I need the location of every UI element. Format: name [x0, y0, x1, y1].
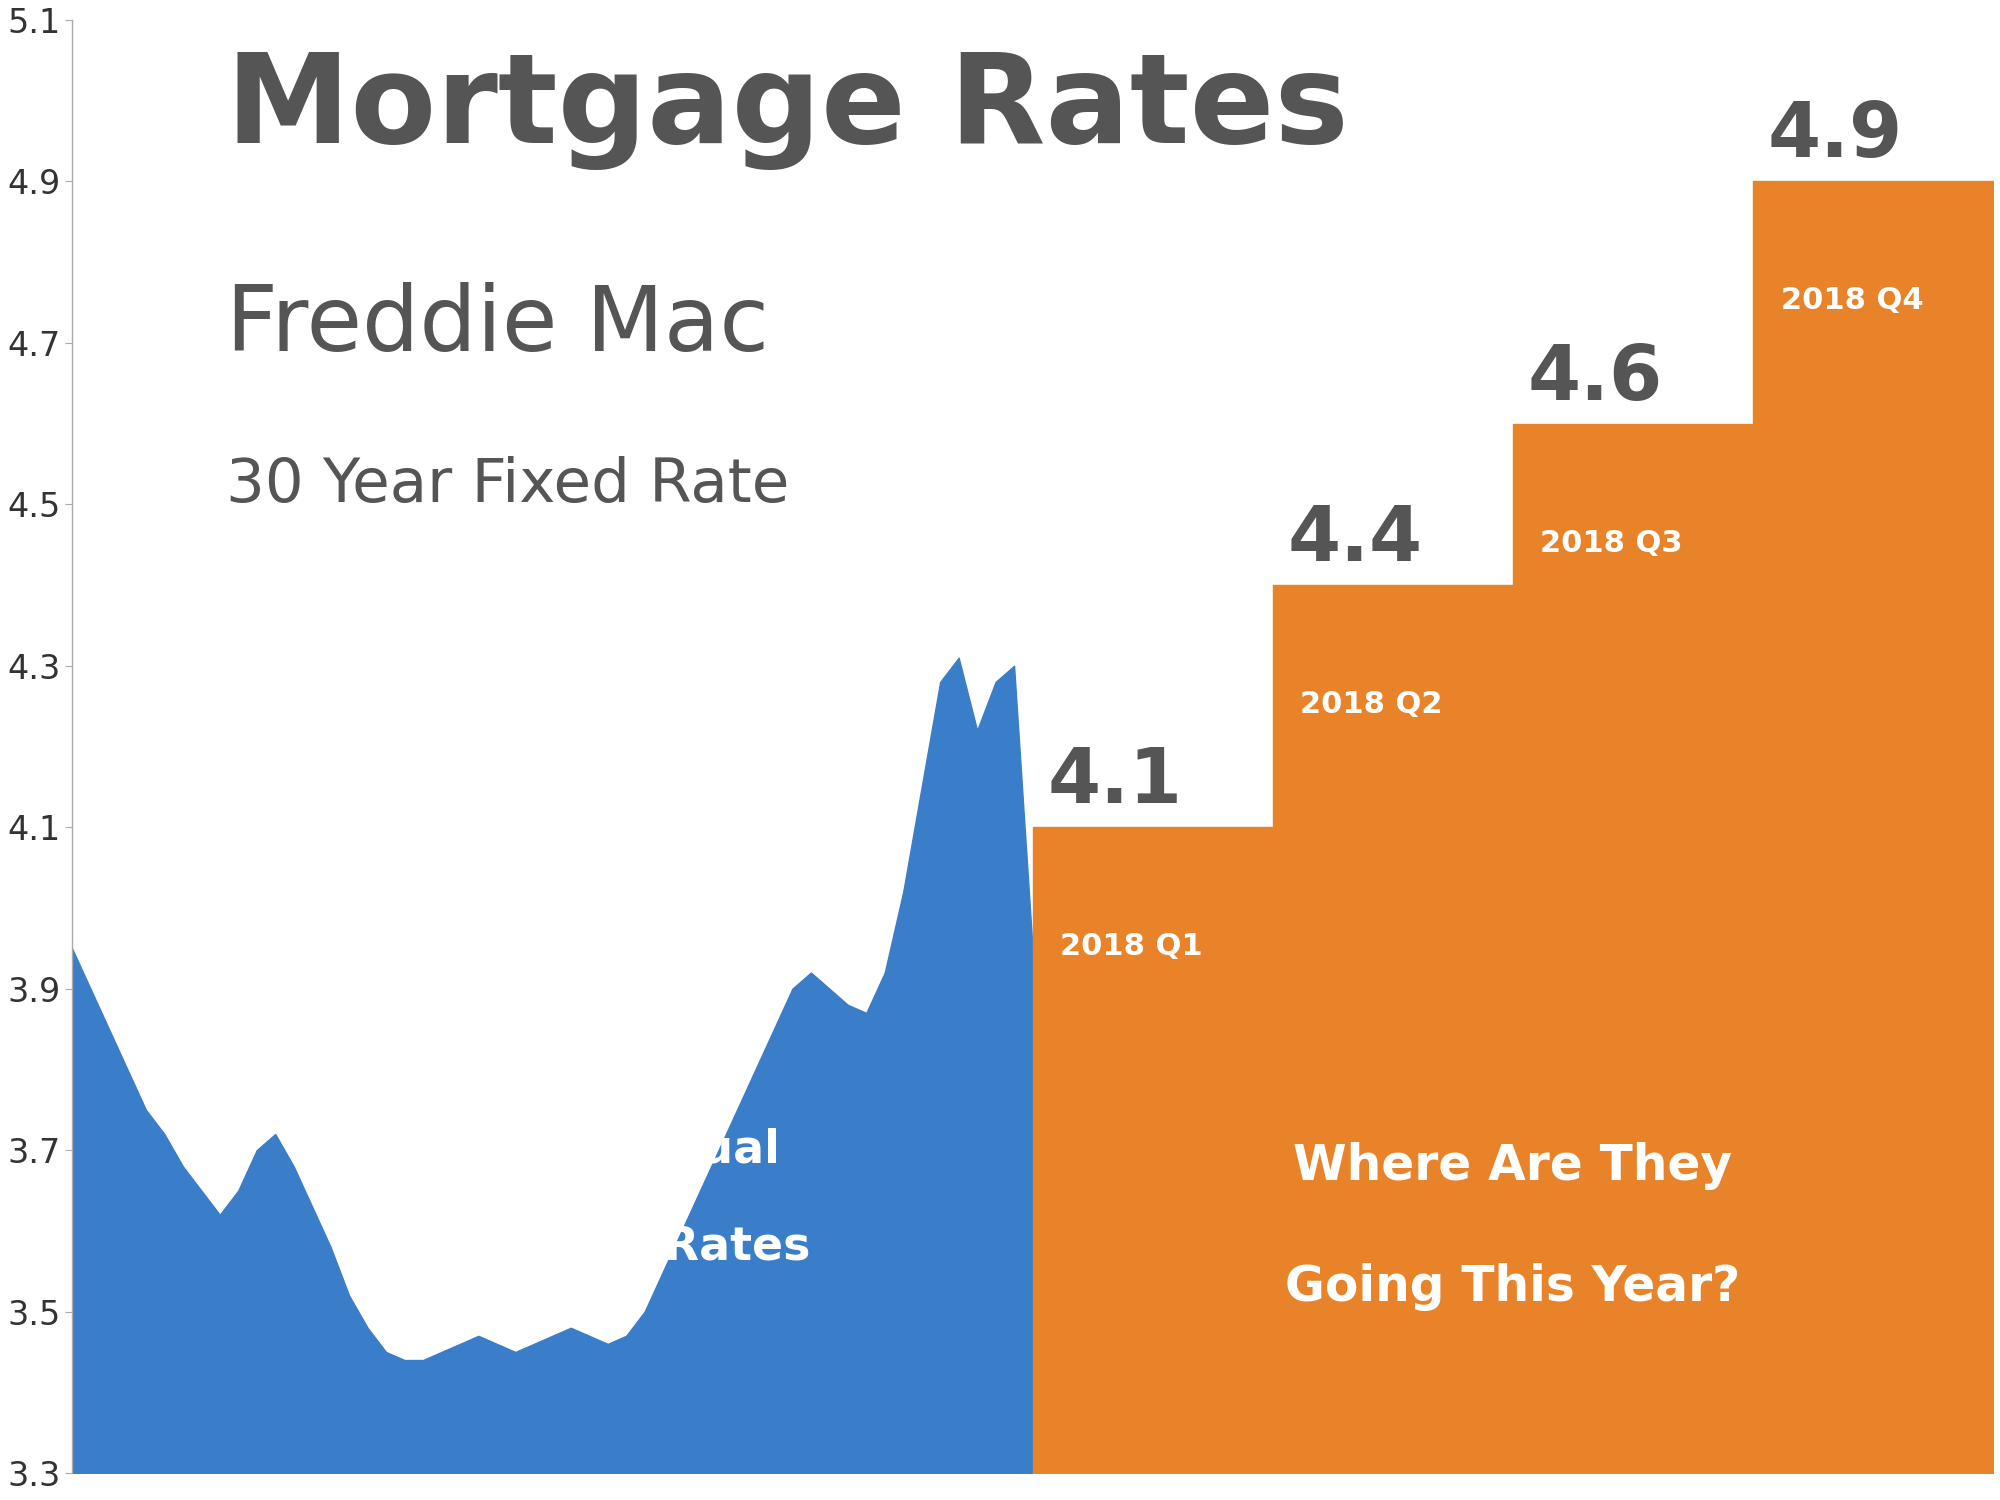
Text: 2017 Actual: 2017 Actual — [472, 1128, 780, 1173]
Text: Interest Rates: Interest Rates — [442, 1224, 810, 1269]
Text: Freddie Mac: Freddie Mac — [226, 282, 768, 369]
Text: 30 Year Fixed Rate: 30 Year Fixed Rate — [226, 456, 790, 514]
Text: Mortgage Rates: Mortgage Rates — [226, 50, 1348, 170]
Text: 4.1: 4.1 — [1048, 746, 1182, 819]
Text: 4.4: 4.4 — [1288, 503, 1422, 578]
Text: 2018 Q3: 2018 Q3 — [1540, 528, 1682, 558]
Text: 2018 Q4: 2018 Q4 — [1780, 286, 1924, 315]
Text: 2018 Q2: 2018 Q2 — [1300, 690, 1442, 718]
Text: 2018 Q1: 2018 Q1 — [1060, 932, 1202, 962]
Text: Where Are They: Where Are They — [1294, 1143, 1732, 1191]
Text: 4.9: 4.9 — [1768, 99, 1902, 174]
Text: 4.6: 4.6 — [1528, 342, 1662, 416]
Text: Going This Year?: Going This Year? — [1286, 1263, 1740, 1311]
